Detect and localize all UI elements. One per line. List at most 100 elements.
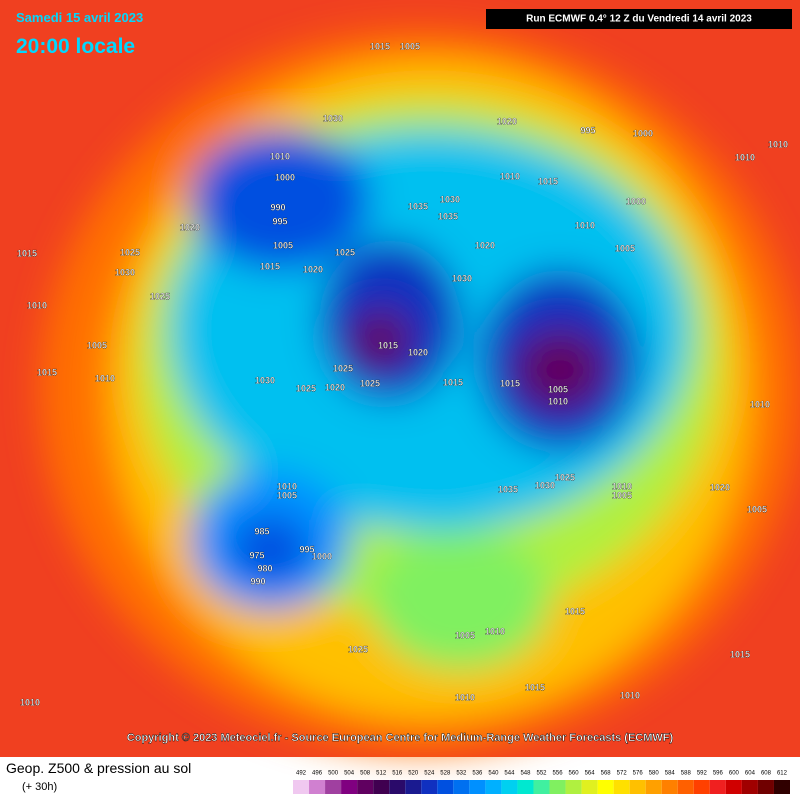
scale-label: 564 <box>585 771 596 777</box>
scale-cell <box>453 780 470 794</box>
run-box <box>486 9 792 29</box>
scale-label: 552 <box>536 771 547 777</box>
isobar-label: 990 <box>270 202 285 212</box>
isobar-label: 995 <box>580 125 595 135</box>
isobar-label: 1035 <box>498 484 518 494</box>
scale-cell <box>421 780 438 794</box>
isobar-label: 1025 <box>348 644 368 654</box>
scale-cell <box>533 780 550 794</box>
isobar-label: 1020 <box>475 240 495 250</box>
isobar-label: 1005 <box>747 504 767 514</box>
date: Samedi 15 avril 2023 <box>16 10 143 25</box>
scale-cell <box>405 780 422 794</box>
scale-label: 600 <box>729 771 740 777</box>
scale-cell <box>389 780 406 794</box>
isobar-label: 1010 <box>612 481 632 491</box>
isobar-label: 1015 <box>260 261 280 271</box>
isobar-label: 1005 <box>612 490 632 500</box>
scale-label: 528 <box>440 771 451 777</box>
isobar-label: 975 <box>249 550 264 560</box>
run-info: Run ECMWF 0.4° 12 Z du Vendredi 14 avril… <box>526 14 752 25</box>
legend-title: Geop. Z500 & pression au sol <box>6 760 191 776</box>
isobar-label: 1020 <box>408 347 428 357</box>
scale-cell <box>469 780 486 794</box>
scale-label: 524 <box>424 771 435 777</box>
isobar-label: 1015 <box>565 606 585 616</box>
scale-cell <box>645 780 662 794</box>
isobar-label: 1010 <box>548 396 568 406</box>
isobar-label: 1030 <box>535 480 555 490</box>
isobar-label: 1000 <box>633 128 653 138</box>
scale-cell <box>677 780 694 794</box>
scale-cell <box>293 780 310 794</box>
isobar-label: 1015 <box>538 176 558 186</box>
scale-label: 604 <box>745 771 756 777</box>
scale-cell <box>661 780 678 794</box>
isobar-label: 1010 <box>27 300 47 310</box>
isobar-label: 1010 <box>20 697 40 707</box>
legend-lead: (+ 30h) <box>22 781 57 793</box>
scale-label: 596 <box>713 771 724 777</box>
scale-label: 608 <box>761 771 772 777</box>
isobar-label: 1025 <box>555 472 575 482</box>
isobar-label: 1000 <box>275 172 295 182</box>
scale-cell <box>597 780 614 794</box>
isobar-label: 1005 <box>455 630 475 640</box>
isobar-label: 1005 <box>277 490 297 500</box>
scale-label: 580 <box>649 771 660 777</box>
scale-label: 496 <box>312 771 323 777</box>
isobar-label: 1030 <box>255 375 275 385</box>
isobar-label: 1010 <box>270 151 290 161</box>
isobar-label: 1000 <box>626 196 646 206</box>
scale-cell <box>501 780 518 794</box>
isobar-label: 1005 <box>615 243 635 253</box>
scale-cell <box>693 780 710 794</box>
isobar-label: 1010 <box>735 152 755 162</box>
scale-label: 504 <box>344 771 355 777</box>
scale-cell <box>741 780 758 794</box>
isobar-label: 1010 <box>95 373 115 383</box>
isobar-label: 1025 <box>296 383 316 393</box>
isobar-label: 1030 <box>323 113 343 123</box>
scale-cell <box>309 780 326 794</box>
scale-cell <box>485 780 502 794</box>
isobar-label: 1025 <box>333 363 353 373</box>
scale-label: 516 <box>392 771 403 777</box>
isobar-label: 1020 <box>180 222 200 232</box>
isobar-label: 1005 <box>273 240 293 250</box>
isobar-label: 1020 <box>303 264 323 274</box>
isobar-label: 1030 <box>440 194 460 204</box>
scale-cell <box>757 780 774 794</box>
isobar-label: 1000 <box>312 551 332 561</box>
isobar-label: 1005 <box>87 340 107 350</box>
isobar-label: 1025 <box>335 247 355 257</box>
isobar-label: 1020 <box>497 116 517 126</box>
scale-label: 512 <box>376 771 387 777</box>
isobar-label: 1010 <box>750 399 770 409</box>
scale-label: 532 <box>456 771 467 777</box>
scale-label: 576 <box>633 771 644 777</box>
isobar-label: 1015 <box>525 682 545 692</box>
scale-label: 548 <box>520 771 531 777</box>
scale-label: 556 <box>553 771 564 777</box>
scale-cell <box>725 780 742 794</box>
scale-cell <box>565 780 582 794</box>
scale-label: 568 <box>601 771 612 777</box>
isobar-label: 1015 <box>443 377 463 387</box>
scale-cell <box>517 780 534 794</box>
isobar-label: 1005 <box>548 384 568 394</box>
isobar-label: 990 <box>250 576 265 586</box>
isobar-label: 1015 <box>17 248 37 258</box>
isobar-label: 1010 <box>575 220 595 230</box>
isobar-label: 1015 <box>370 41 390 51</box>
scale-label: 572 <box>617 771 628 777</box>
scale-label: 584 <box>665 771 676 777</box>
isobar-label: 995 <box>299 544 314 554</box>
isobar-label: 1025 <box>120 247 140 257</box>
isobar-label: 980 <box>257 563 272 573</box>
scale-label: 560 <box>569 771 580 777</box>
scale-cell <box>581 780 598 794</box>
scale-label: 544 <box>504 771 515 777</box>
